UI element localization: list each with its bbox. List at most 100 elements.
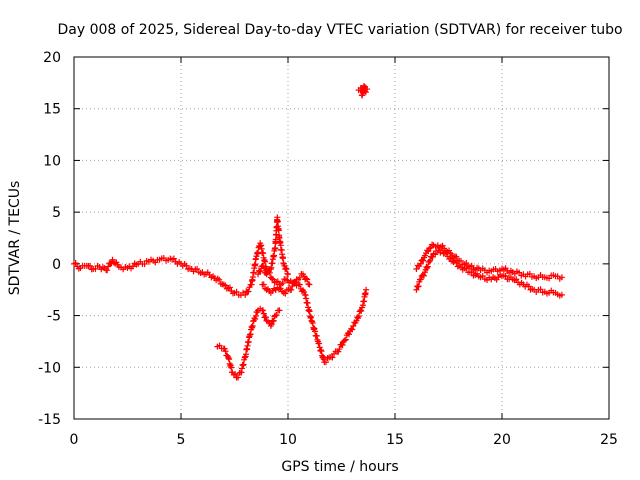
axis-ticks: 0 5 10 15 20 25 -15 -10 -5 0 5 10 15 20 [38,50,618,448]
data-point [525,283,532,290]
data-point [424,263,431,270]
data-point [222,282,229,289]
data-point [232,371,239,378]
data-point [87,262,94,269]
data-point [415,283,422,290]
data-point [432,251,439,258]
data-point [274,278,281,285]
data-point [282,290,289,297]
data-point [262,314,269,321]
data-point [270,317,277,324]
data-point [322,359,329,366]
data-point [268,275,275,282]
data-point [413,266,420,273]
data-point [301,288,308,295]
y-tick-label: 20 [43,50,61,66]
y-tick-label: 5 [52,205,61,221]
data-point [417,276,424,283]
data-point [336,346,343,353]
plot-frame [73,56,610,420]
data-point [216,276,223,283]
x-tick-label: 25 [600,432,618,448]
data-point [260,307,267,314]
data-point [252,316,259,323]
data-point [526,270,533,277]
data-point [360,82,367,89]
data-point [216,342,223,349]
data-point [457,257,464,264]
data-point [104,267,111,274]
data-point [260,281,267,288]
data-point [358,307,365,314]
data-point [224,352,231,359]
x-tick-label: 20 [493,432,511,448]
data-point [276,307,283,314]
data-point [426,258,433,265]
data-point [257,267,264,274]
data-point [350,322,357,329]
data-point [558,274,565,281]
data-point [355,313,362,320]
data-point [342,336,349,343]
data-point [425,248,432,255]
x-tick-label: 10 [279,432,297,448]
x-tick-label: 5 [177,432,186,448]
data-point [194,265,201,272]
y-tick-label: 10 [43,153,61,169]
data-point [109,256,116,263]
data-point [282,265,289,272]
y-tick-label: 15 [43,102,61,118]
data-point [513,276,520,283]
data-point [273,312,280,319]
data-point [261,265,268,272]
data-point [339,342,346,349]
chart-title: Day 008 of 2025, Sidereal Day-to-day VTE… [57,22,622,38]
data-point [170,255,177,262]
data-point [468,269,475,276]
data-point [303,275,310,282]
data-point [439,247,446,254]
y-axis-label: SDTVAR / TECUs [7,181,23,296]
data-point [288,286,295,293]
data-point [268,321,275,328]
data-point [345,331,352,338]
data-point [427,244,434,251]
data-point [242,291,249,298]
data-point [252,312,259,319]
data-point [279,280,286,287]
y-tick-label: -15 [38,412,61,428]
data-point [291,280,298,287]
data-point [92,265,99,272]
data-point [296,274,303,281]
data-point [443,249,450,256]
data-point [420,272,427,279]
data-point [245,288,252,295]
data-point [329,354,336,361]
data-point [453,253,460,260]
data-point [453,259,460,266]
y-tick-label: -10 [38,360,61,376]
data-point [226,284,233,291]
data-point [222,348,229,355]
data-point [468,262,475,269]
data-point [72,260,79,267]
data-point [502,272,509,279]
data-point [283,266,290,273]
data-point [537,286,544,293]
data-point [363,286,370,293]
data-point [304,276,311,283]
data-point [141,261,148,268]
data-point [292,279,299,286]
data-point [235,374,242,381]
x-axis-label: GPS time / hours [281,459,398,475]
data-point [270,276,277,283]
grid-lines [74,57,609,419]
y-tick-label: 0 [52,257,61,273]
x-tick-label: 15 [386,432,404,448]
data-point [349,326,356,333]
data-point [463,265,470,272]
data-point [341,337,348,344]
x-tick-label: 0 [70,432,79,448]
